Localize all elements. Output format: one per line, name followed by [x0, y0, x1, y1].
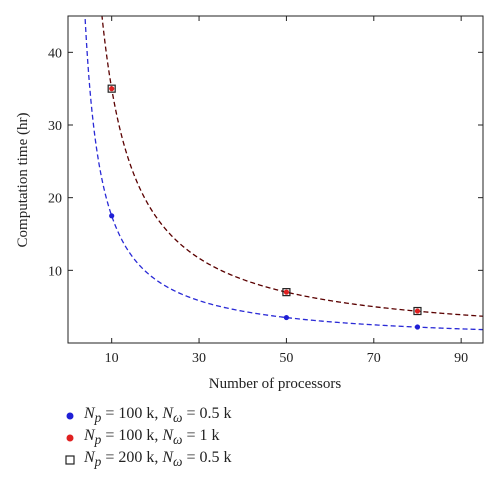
legend-label: Np = 200 k, Nω = 0.5 k	[84, 448, 232, 470]
legend-item: Np = 100 k, Nω = 1 k	[64, 427, 232, 449]
legend-item: Np = 100 k, Nω = 0.5 k	[64, 405, 232, 427]
data-point-1	[414, 308, 421, 314]
legend-label: Np = 100 k, Nω = 1 k	[84, 426, 220, 448]
legend: Np = 100 k, Nω = 0.5 k Np = 100 k, Nω = …	[64, 405, 232, 471]
data-point-0	[414, 324, 421, 330]
y-tick-label: 40	[48, 46, 62, 61]
legend-label: Np = 100 k, Nω = 0.5 k	[84, 404, 232, 426]
red-dot-icon	[64, 432, 76, 444]
y-tick-label: 10	[48, 264, 62, 279]
plot-frame	[67, 15, 484, 344]
x-tick-label: 10	[105, 351, 119, 366]
open-square-icon	[64, 454, 76, 466]
data-point-square	[413, 306, 422, 316]
x-tick-label: 30	[192, 351, 206, 366]
data-point-0	[109, 213, 115, 219]
x-axis-title: Number of processors	[209, 376, 342, 392]
data-point-1	[109, 86, 115, 92]
data-point-0	[283, 314, 290, 321]
x-tick-label: 70	[367, 351, 381, 366]
y-tick-label: 30	[48, 119, 62, 134]
data-point-square	[282, 288, 291, 297]
x-tick-label: 50	[279, 351, 293, 366]
y-tick-label: 20	[48, 192, 62, 207]
data-point-1	[283, 289, 290, 295]
fit-curve-1	[101, 16, 483, 317]
x-tick-label: 90	[454, 351, 468, 366]
data-point-square	[107, 84, 116, 93]
y-axis-title: Computation time (hr)	[15, 113, 31, 248]
plot-area: 10 30 50 70 90 10 20 30 40	[48, 15, 484, 366]
blue-dot-icon	[64, 410, 76, 422]
fit-curve-0	[84, 16, 483, 331]
legend-item: Np = 200 k, Nω = 0.5 k	[64, 449, 232, 471]
